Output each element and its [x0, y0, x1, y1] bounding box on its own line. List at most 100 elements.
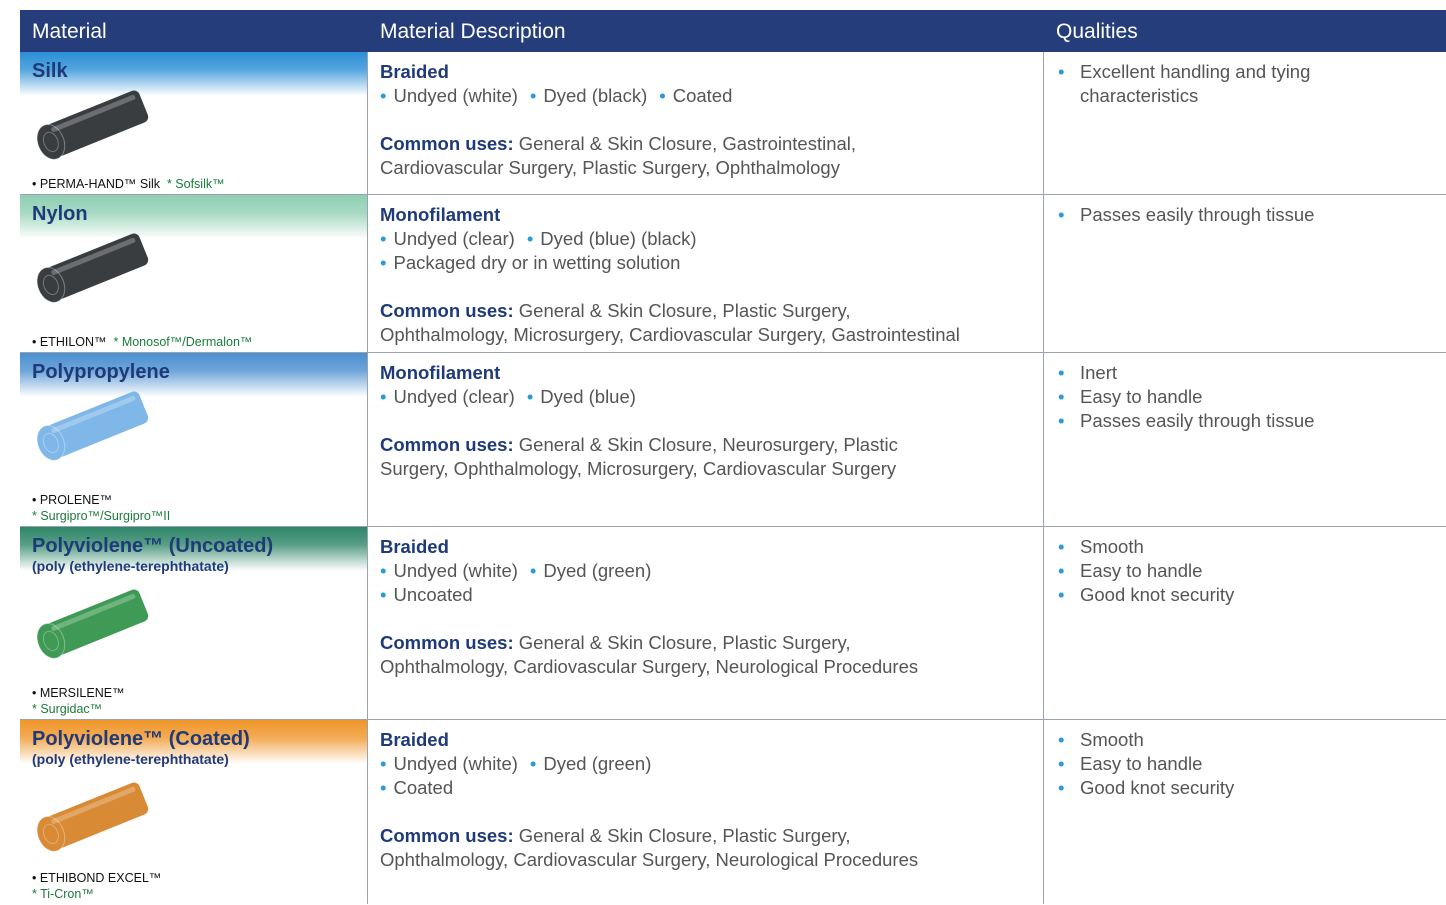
uses-label: Common uses: [380, 133, 514, 154]
table-row: Nylon • ETHILON™ * Monosof™/Dermalon™ Mon… [20, 195, 1446, 353]
quality: Good knot security [1056, 776, 1356, 800]
brand-name: • ETHIBOND EXCEL™ [32, 871, 162, 885]
uses-text: General & Skin Closure, Neurosurgery, Pl… [513, 434, 898, 455]
suture-image [36, 391, 149, 461]
suture-image [36, 589, 149, 659]
material-subname: (poly (ethylene-terephthatate) [32, 558, 229, 574]
color-band [20, 353, 367, 397]
quality: Passes easily through tissue [1056, 409, 1356, 433]
spacer [380, 800, 918, 824]
description: Braided Undyed (white) Dyed (black) Coated C… [380, 60, 856, 180]
option-line: Undyed (white) Dyed (green) [380, 559, 918, 583]
quality: Good knot security [1056, 583, 1356, 607]
material-cell: Polyviolene™ (Uncoated) (poly (ethylene-t… [20, 527, 368, 719]
quality: Inert [1056, 361, 1356, 385]
uses-label: Common uses: [380, 434, 514, 455]
option: Dyed (black) [530, 85, 647, 106]
table-row: Silk • PERMA-HAND™ Silk * Sofsilk™ Braide… [20, 52, 1446, 195]
option: Coated [380, 777, 453, 798]
spacer [380, 409, 898, 433]
material-name: Polyviolene™ (Uncoated) [32, 535, 274, 557]
brand-name: • MERSILENE™ [32, 686, 125, 700]
option: Undyed (white) [380, 85, 518, 106]
uses-label: Common uses: [380, 825, 514, 846]
option-line: Undyed (white) Dyed (green) [380, 752, 918, 776]
material-cell: Polypropylene • PROLENE™ * Surgipro™/Surg… [20, 353, 368, 526]
material-subname: (poly (ethylene-terephthatate) [32, 751, 229, 767]
uses-line: Ophthalmology, Cardiovascular Surgery, N… [380, 849, 919, 870]
brand-name: • ETHILON™ [32, 335, 107, 349]
uses-line: Ophthalmology, Cardiovascular Surgery, N… [380, 656, 919, 677]
alt-brand-name: * Surgidac™ [32, 702, 103, 716]
material-name: Silk [32, 60, 68, 82]
uses-text: General & Skin Closure, Plastic Surgery, [513, 300, 851, 321]
quality: Easy to handle [1056, 752, 1356, 776]
brand-name: • PROLENE™ [32, 493, 113, 507]
uses-line: Common uses: General & Skin Closure, Gas… [380, 132, 856, 156]
qualities-cell: Excellent handling and tying characteris… [1044, 52, 1446, 194]
material-name: Nylon [32, 203, 88, 225]
material-name: Polypropylene [32, 361, 170, 383]
quality: Easy to handle [1056, 559, 1356, 583]
option: Dyed (blue) (black) [527, 228, 697, 249]
description-cell: Braided Undyed (white) Dyed (green) Uncoate… [368, 527, 1044, 719]
description-cell: Monofilament Undyed (clear) Dyed (blue) (b… [368, 195, 1044, 352]
alt-brand-name: * Sofsilk™ [166, 177, 225, 191]
description: Braided Undyed (white) Dyed (green) Uncoate… [380, 535, 918, 679]
uses-line: Ophthalmology, Microsurgery, Cardiovascu… [380, 324, 960, 345]
header-cell: Material [32, 20, 107, 43]
option-line: Undyed (clear) Dyed (blue) (black) [380, 227, 960, 251]
construction: Braided [380, 536, 449, 557]
material-cell: Silk • PERMA-HAND™ Silk * Sofsilk™ [20, 52, 368, 194]
option: Coated [659, 85, 732, 106]
quality: Easy to handle [1056, 385, 1356, 409]
table-header: Material Material Description Qualities [20, 10, 1446, 52]
option-line: Coated [380, 776, 918, 800]
option: Dyed (green) [530, 753, 651, 774]
suture-image [36, 233, 149, 303]
brands: • ETHILON™ * Monosof™/Dermalon™ [32, 334, 252, 350]
material-name: Polyviolene™ (Coated) [32, 728, 250, 750]
option: Undyed (white) [380, 560, 518, 581]
option: Dyed (blue) [527, 386, 636, 407]
header-cell: Qualities [1056, 20, 1138, 43]
quality: Passes easily through tissue [1056, 203, 1356, 227]
uses-line: Surgery, Ophthalmology, Microsurgery, Ca… [380, 458, 897, 479]
uses-text: General & Skin Closure, Plastic Surgery, [513, 632, 851, 653]
brands: • PROLENE™ * Surgipro™/Surgipro™II [32, 492, 170, 524]
spacer [380, 108, 856, 132]
brand-name: • PERMA-HAND™ Silk [32, 177, 160, 191]
table-row: Polypropylene • PROLENE™ * Surgipro™/Surg… [20, 353, 1446, 527]
qualities: InertEasy to handlePasses easily through… [1056, 361, 1356, 433]
qualities: Excellent handling and tying characteris… [1056, 60, 1356, 108]
qualities-cell: SmoothEasy to handleGood knot security [1044, 527, 1446, 719]
option: Undyed (clear) [380, 386, 515, 407]
qualities-cell: InertEasy to handlePasses easily through… [1044, 353, 1446, 526]
uses-line: Common uses: General & Skin Closure, Pla… [380, 824, 918, 848]
option: Packaged dry or in wetting solution [380, 252, 680, 273]
qualities: SmoothEasy to handleGood knot security [1056, 728, 1356, 800]
description-cell: Braided Undyed (white) Dyed (black) Coated C… [368, 52, 1044, 194]
qualities-cell: SmoothEasy to handleGood knot security [1044, 720, 1446, 904]
qualities: Passes easily through tissue [1056, 203, 1356, 227]
option-line: Packaged dry or in wetting solution [380, 251, 960, 275]
suture-image [36, 782, 149, 852]
material-cell: Polyviolene™ (Coated) (poly (ethylene-ter… [20, 720, 368, 904]
uses-label: Common uses: [380, 632, 514, 653]
suture-image [36, 90, 149, 160]
brands: • PERMA-HAND™ Silk * Sofsilk™ [32, 176, 225, 192]
brands: • ETHIBOND EXCEL™ * Ti-Cron™ [32, 870, 161, 902]
uses-line: Common uses: General & Skin Closure, Neu… [380, 433, 898, 457]
color-band [20, 720, 367, 764]
alt-brand-name: * Ti-Cron™ [32, 887, 94, 901]
table-row: Polyviolene™ (Uncoated) (poly (ethylene-t… [20, 527, 1446, 720]
brands: • MERSILENE™ * Surgidac™ [32, 685, 125, 717]
option: Dyed (green) [530, 560, 651, 581]
header-cell: Material Description [380, 20, 566, 43]
uses-text: General & Skin Closure, Gastrointestinal… [513, 133, 857, 154]
color-band [20, 52, 367, 96]
spacer [380, 275, 960, 299]
spacer [380, 607, 918, 631]
color-band [20, 527, 367, 571]
